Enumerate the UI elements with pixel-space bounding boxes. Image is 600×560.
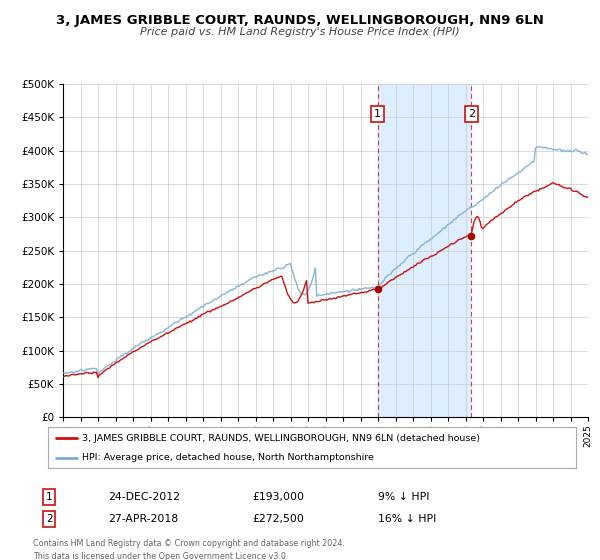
Text: 27-APR-2018: 27-APR-2018 [108,514,178,524]
Bar [377,84,471,417]
Text: HPI: Average price, detached house, North Northamptonshire: HPI: Average price, detached house, Nort… [82,453,374,462]
Text: 3, JAMES GRIBBLE COURT, RAUNDS, WELLINGBOROUGH, NN9 6LN: 3, JAMES GRIBBLE COURT, RAUNDS, WELLINGB… [56,14,544,27]
Text: 1: 1 [46,492,53,502]
Text: 16% ↓ HPI: 16% ↓ HPI [378,514,436,524]
Text: 2: 2 [468,109,475,119]
Text: Contains HM Land Registry data © Crown copyright and database right 2024.
This d: Contains HM Land Registry data © Crown c… [33,539,345,560]
Text: 3, JAMES GRIBBLE COURT, RAUNDS, WELLINGBOROUGH, NN9 6LN (detached house): 3, JAMES GRIBBLE COURT, RAUNDS, WELLINGB… [82,433,481,442]
Text: 1: 1 [374,109,381,119]
Text: 2: 2 [46,514,53,524]
Text: 9% ↓ HPI: 9% ↓ HPI [378,492,430,502]
Text: £272,500: £272,500 [252,514,304,524]
Text: £193,000: £193,000 [252,492,304,502]
Text: Price paid vs. HM Land Registry's House Price Index (HPI): Price paid vs. HM Land Registry's House … [140,27,460,37]
Text: 24-DEC-2012: 24-DEC-2012 [108,492,180,502]
